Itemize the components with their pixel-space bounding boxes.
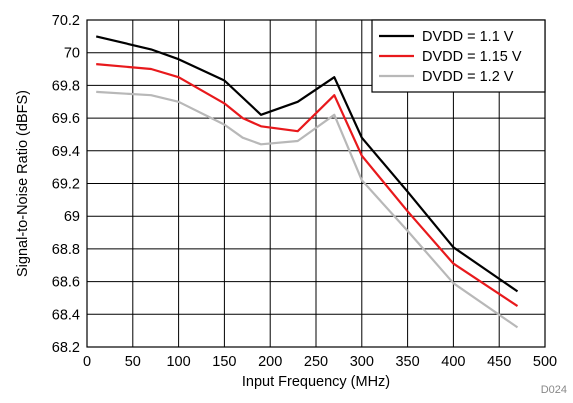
x-tick-label: 50 (125, 354, 141, 370)
y-tick-label: 70.2 (52, 13, 80, 29)
y-tick-label: 68.2 (52, 340, 80, 356)
x-tick-label: 300 (350, 354, 374, 370)
y-tick-label: 68.6 (52, 275, 80, 291)
y-axis-title: Signal-to-Noise Ratio (dBFS) (15, 90, 31, 277)
x-tick-label: 0 (83, 354, 91, 370)
x-tick-label: 150 (212, 354, 236, 370)
figure-id: D024 (541, 384, 567, 396)
legend-label-2: DVDD = 1.15 V (422, 49, 522, 65)
x-tick-label: 250 (304, 354, 328, 370)
x-axis-title: Input Frequency (MHz) (242, 374, 390, 390)
y-tick-label: 68.8 (52, 242, 80, 258)
series-line-2 (96, 63, 519, 308)
y-tick-label: 68.4 (52, 307, 80, 323)
x-tick-labels: 0 50 100 150 200 250 300 350 400 450 500 (83, 354, 557, 370)
legend-label-1: DVDD = 1.1 V (422, 29, 514, 45)
series-line-3 (96, 90, 519, 329)
series-line-1 (95, 35, 519, 293)
y-tick-label: 69.4 (52, 144, 80, 160)
plot-frame (86, 19, 546, 348)
x-tick-label: 350 (395, 354, 419, 370)
legend: DVDD = 1.1 V DVDD = 1.15 V DVDD = 1.2 V (371, 19, 546, 93)
x-tick-label: 400 (441, 354, 465, 370)
y-tick-label: 69 (64, 209, 80, 225)
series-lines (95, 35, 519, 329)
y-tick-label: 69.2 (52, 177, 80, 193)
legend-label-3: DVDD = 1.2 V (422, 69, 514, 85)
y-tick-label: 70 (64, 46, 80, 62)
x-tick-label: 100 (166, 354, 190, 370)
y-tick-labels: 68.2 68.4 68.6 68.8 69 69.2 69.4 69.6 69.8 70 70.2 (52, 13, 80, 356)
y-tick-label: 69.8 (52, 78, 80, 94)
y-tick-label: 69.6 (52, 111, 80, 127)
x-tick-label: 500 (533, 354, 557, 370)
x-tick-label: 200 (258, 354, 282, 370)
x-tick-label: 450 (487, 354, 511, 370)
